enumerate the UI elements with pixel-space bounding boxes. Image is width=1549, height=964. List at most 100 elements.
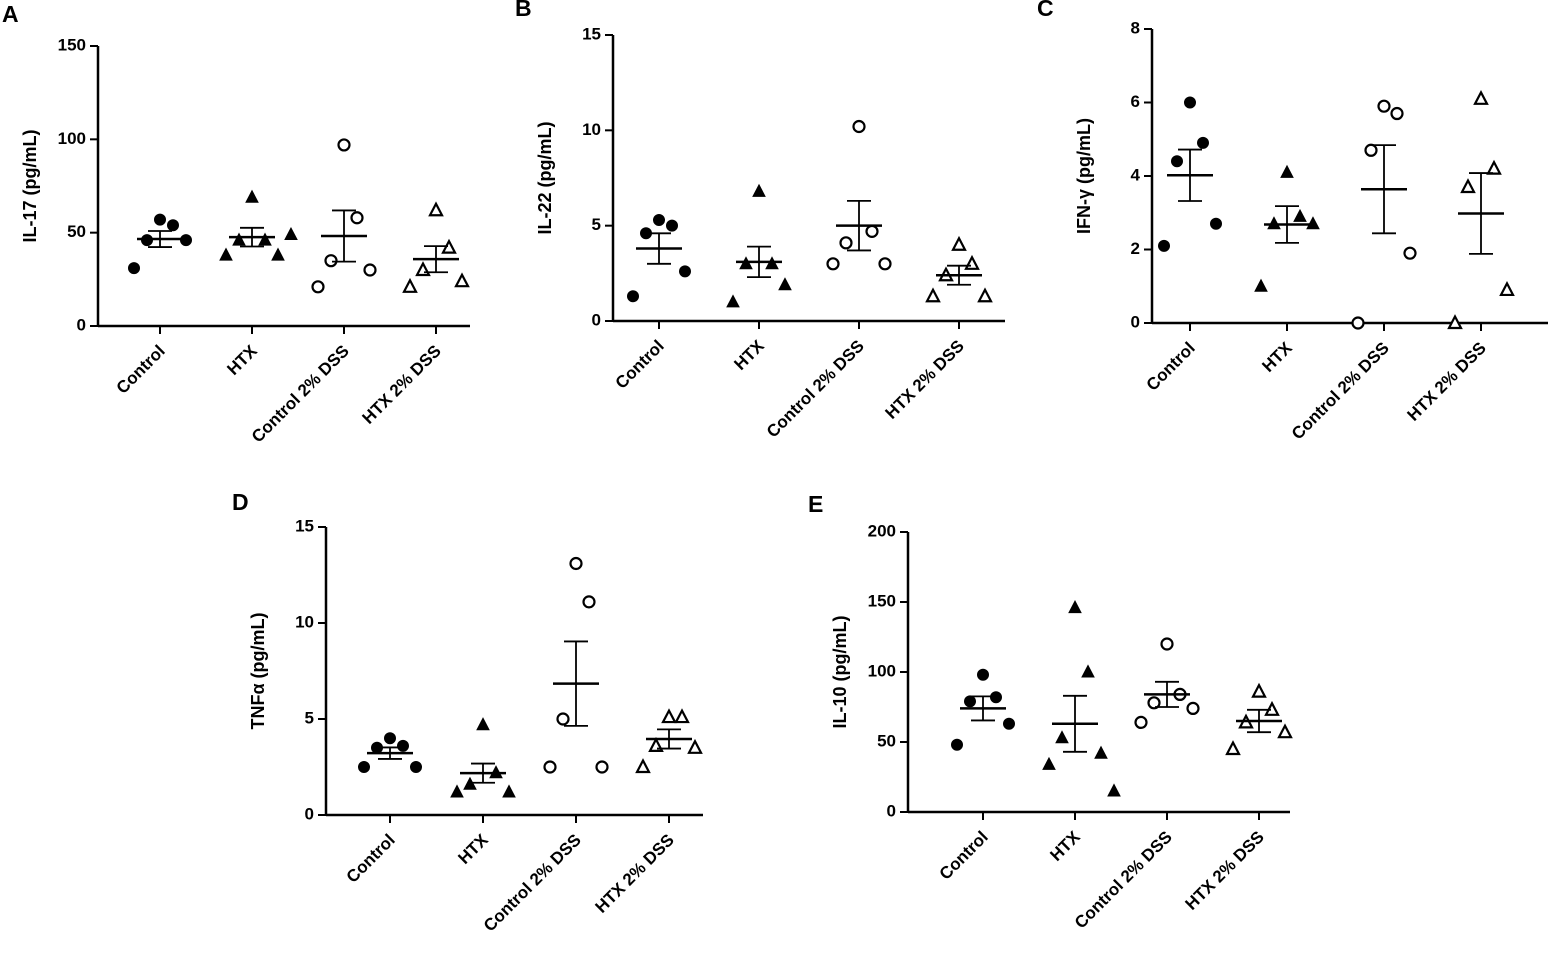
x-tick-label: HTX — [454, 830, 492, 868]
data-point — [951, 235, 967, 251]
data-point — [271, 247, 285, 261]
y-tick-label: 15 — [582, 24, 601, 43]
x-tick-label: HTX 2% DSS — [1404, 338, 1490, 424]
data-point — [1184, 96, 1196, 109]
x-tick-label: Control 2% DSS — [480, 830, 585, 935]
x-tick-label: Control — [612, 336, 668, 392]
data-point — [450, 784, 464, 798]
data-point — [1390, 106, 1404, 121]
x-tick-label: Control — [936, 827, 992, 883]
y-tick-label: 10 — [295, 612, 314, 631]
data-point — [128, 262, 140, 275]
data-point — [410, 761, 422, 773]
data-point — [1293, 208, 1307, 222]
data-point — [1251, 682, 1267, 698]
data-point — [569, 556, 583, 571]
data-point — [1277, 723, 1293, 739]
panel-label: B — [515, 0, 532, 21]
data-point — [219, 247, 233, 261]
data-point — [384, 732, 396, 745]
x-tick-label: HTX 2% DSS — [592, 830, 678, 916]
data-point — [402, 277, 418, 293]
data-point — [852, 119, 866, 134]
y-tick-label: 50 — [67, 222, 86, 241]
data-point — [454, 272, 470, 288]
x-tick-label: HTX 2% DSS — [359, 341, 445, 427]
panel-label: E — [808, 491, 823, 517]
data-point — [582, 595, 596, 609]
data-point — [839, 236, 853, 250]
data-point — [397, 739, 409, 752]
y-axis-label: IL-17 (pg/mL) — [20, 130, 40, 243]
data-point — [674, 708, 690, 724]
data-point — [1306, 216, 1320, 230]
y-tick-label: 4 — [1131, 165, 1141, 184]
data-point — [232, 232, 246, 246]
data-point — [167, 219, 179, 232]
y-tick-label: 0 — [305, 804, 314, 823]
x-tick-label: HTX — [1258, 338, 1296, 376]
data-point — [543, 760, 557, 774]
data-point — [324, 254, 338, 268]
data-point — [964, 254, 980, 270]
data-point — [1225, 740, 1241, 756]
data-point — [502, 784, 516, 798]
x-tick-label: Control 2% DSS — [763, 336, 868, 441]
data-point — [1081, 664, 1095, 678]
data-point — [1003, 717, 1015, 730]
data-point — [1403, 246, 1417, 260]
data-point — [556, 712, 570, 726]
data-point — [778, 277, 792, 291]
data-point — [337, 138, 351, 152]
panel-label: D — [232, 489, 249, 515]
y-tick-label: 0 — [592, 310, 601, 329]
data-point — [1351, 316, 1365, 330]
x-tick-label: Control — [1143, 338, 1199, 394]
data-point — [653, 213, 665, 226]
y-tick-label: 0 — [887, 801, 896, 820]
data-point — [1107, 783, 1121, 797]
x-tick-label: Control 2% DSS — [1288, 338, 1393, 443]
data-point — [666, 219, 678, 232]
data-point — [284, 226, 298, 241]
panel-label: C — [1037, 0, 1054, 21]
data-point — [977, 668, 989, 681]
data-point — [415, 261, 431, 277]
data-point — [476, 717, 490, 731]
data-point — [1210, 217, 1222, 230]
x-tick-label: HTX 2% DSS — [1182, 827, 1268, 913]
x-tick-label: Control — [343, 830, 399, 886]
data-point — [627, 290, 639, 303]
x-tick-label: HTX — [1046, 827, 1084, 865]
data-point — [1134, 715, 1148, 730]
y-tick-label: 0 — [1131, 312, 1140, 331]
data-point — [1094, 745, 1108, 759]
x-tick-label: HTX — [223, 341, 261, 379]
y-tick-label: 200 — [868, 521, 896, 540]
data-point — [1280, 164, 1294, 178]
data-point — [1473, 89, 1489, 105]
data-point — [1055, 730, 1069, 744]
data-point — [726, 294, 740, 308]
data-point — [245, 189, 259, 203]
data-point — [661, 708, 677, 724]
y-axis-label: IL-10 (pg/mL) — [830, 616, 850, 729]
data-point — [1447, 314, 1463, 330]
data-point — [1460, 178, 1476, 194]
data-point — [154, 213, 166, 226]
data-point — [1197, 136, 1209, 149]
data-point — [1364, 143, 1378, 157]
data-point — [1486, 159, 1502, 175]
data-point — [1042, 756, 1056, 770]
data-point — [635, 758, 651, 774]
data-point — [428, 201, 444, 217]
data-point — [363, 263, 377, 277]
y-tick-label: 5 — [592, 215, 601, 234]
data-point — [1160, 637, 1174, 651]
data-point — [1254, 278, 1268, 292]
data-point — [1068, 600, 1082, 614]
data-point — [925, 287, 941, 303]
data-point — [679, 265, 691, 278]
y-axis-label: IFN-γ (pg/mL) — [1074, 118, 1094, 234]
